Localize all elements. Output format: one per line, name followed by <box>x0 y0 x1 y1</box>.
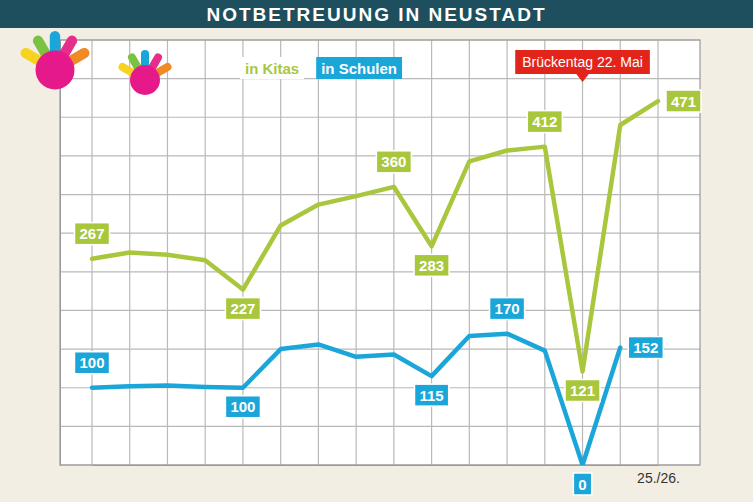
data-label: 152 <box>628 337 663 359</box>
plot-background <box>60 40 700 465</box>
annotation-pointer <box>576 73 590 82</box>
data-label-text: 121 <box>570 382 595 399</box>
grid-line <box>469 40 470 465</box>
data-label: 227 <box>225 298 260 320</box>
legend-box <box>316 57 402 79</box>
chart: NOTBETREUUNG IN NEUSTADT 25./26. 267 227 360… <box>0 0 753 502</box>
lines <box>92 101 658 465</box>
annotation-box <box>515 50 650 74</box>
plot-frame <box>60 40 700 465</box>
data-label-text: 115 <box>419 387 443 404</box>
legend-entry: in Kitas <box>245 60 299 77</box>
x-tick-label: 25./26. <box>637 470 680 486</box>
grid-line <box>620 40 621 465</box>
y-axis-line <box>60 41 61 466</box>
data-label-box <box>74 352 109 374</box>
data-label-box <box>225 396 260 418</box>
grid-line <box>60 348 700 349</box>
data-label: 412 <box>527 111 562 133</box>
data-label: 170 <box>490 298 525 320</box>
grid-line <box>60 310 700 311</box>
grid-line <box>544 40 545 465</box>
grid-line <box>60 194 700 195</box>
data-label-text: 360 <box>381 153 406 170</box>
data-labels: 267 227 360 283 412 121 471 100 100 115 170 0 152 <box>74 90 701 495</box>
data-label: 471 <box>666 90 701 112</box>
grid-line <box>60 117 700 118</box>
legend: in Kitas in Schulen <box>240 57 402 79</box>
data-label-box <box>628 337 663 359</box>
annotation: Brückentag 22. Mai <box>515 50 650 82</box>
data-label: 100 <box>74 352 109 374</box>
data-label-text: 100 <box>230 398 255 415</box>
grid-line <box>318 40 319 465</box>
data-label: 100 <box>225 396 260 418</box>
data-label-text: 267 <box>79 225 104 242</box>
data-label-text: 152 <box>633 339 658 356</box>
data-label: 0 <box>573 473 591 495</box>
data-label: 283 <box>414 254 449 276</box>
legend-entry: in Schulen <box>321 60 397 77</box>
data-label-text: 227 <box>230 300 255 317</box>
data-label-box <box>225 298 260 320</box>
data-label-box <box>414 254 449 276</box>
data-label-box <box>666 90 701 112</box>
data-label: 360 <box>376 151 411 173</box>
grid-line <box>167 40 168 465</box>
data-label-text: 100 <box>79 354 104 371</box>
hand-palm <box>36 51 75 90</box>
grid-line <box>205 40 206 465</box>
grid-line <box>60 271 700 272</box>
series-line <box>92 101 658 371</box>
decoration <box>19 31 173 95</box>
grid-line <box>356 40 357 465</box>
title-banner <box>0 0 753 28</box>
data-label-text: 170 <box>495 300 520 317</box>
legend-box <box>240 57 304 79</box>
data-label-text: 0 <box>578 476 586 493</box>
data-label: 267 <box>74 223 109 245</box>
x-tick: 25./26. <box>637 465 680 486</box>
data-label: 115 <box>414 384 448 406</box>
grid-line <box>393 40 394 465</box>
title: NOTBETREUUNG IN NEUSTADT <box>206 4 546 25</box>
grid-line <box>280 40 281 465</box>
x-axis-line <box>93 465 659 466</box>
data-label-box <box>414 384 448 406</box>
grid <box>60 40 700 465</box>
data-label-box <box>565 380 600 402</box>
data-label-box <box>74 223 109 245</box>
grid-line <box>60 426 700 427</box>
data-label-text: 412 <box>532 113 557 130</box>
grid-line <box>91 40 92 465</box>
grid-line <box>506 40 507 465</box>
data-label-text: 283 <box>419 257 444 274</box>
data-label-box <box>573 473 591 495</box>
data-label-box <box>376 151 411 173</box>
hand-palm <box>130 65 160 95</box>
data-label-box <box>527 111 562 133</box>
data-label-text: 471 <box>671 93 696 110</box>
data-label-box <box>490 298 525 320</box>
data-label: 121 <box>565 380 600 402</box>
y-axis <box>60 41 62 466</box>
series-line <box>92 334 620 465</box>
annotation-text: Brückentag 22. Mai <box>522 54 643 70</box>
